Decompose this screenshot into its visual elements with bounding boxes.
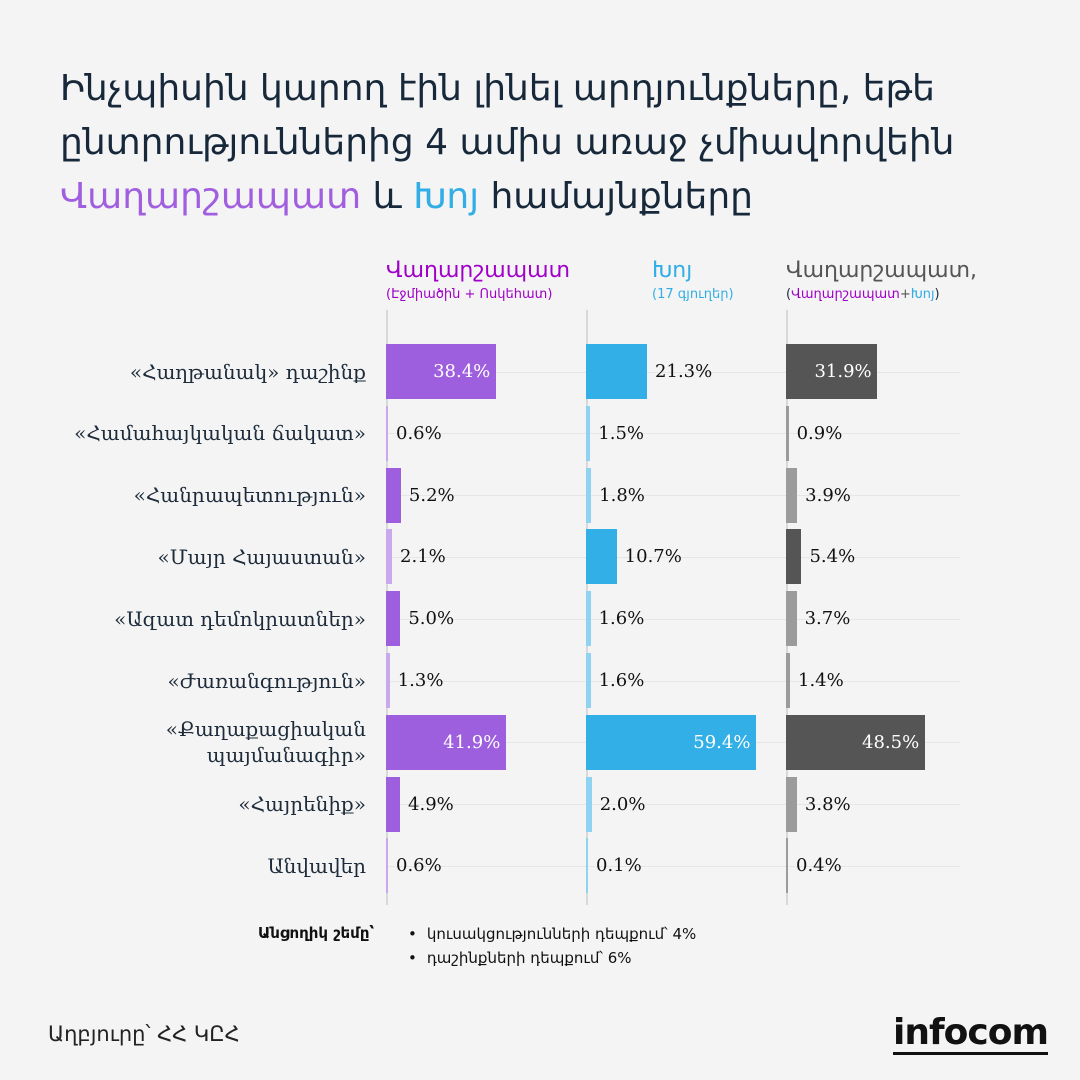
bar — [786, 344, 878, 399]
column-header-khoy: Խոյ (17 գյուղեր) — [652, 258, 734, 302]
row-gridline — [386, 804, 960, 806]
bar — [786, 653, 790, 708]
title-line-1: Ինչպիսին կարող էին լինել արդյունքները, ե… — [60, 68, 935, 109]
bar-value-label: 41.9% — [443, 731, 501, 753]
bar-value-label: 48.5% — [862, 731, 920, 753]
bar — [386, 653, 390, 708]
bar-value-label: 5.0% — [408, 608, 455, 630]
column-title-vagharshapat: Վաղարշապատ — [386, 258, 571, 283]
bar-value-label: 31.9% — [814, 361, 872, 382]
column-subtitle-combined-a: Վաղարշապատ — [791, 287, 900, 302]
threshold-item-alliances: դաշինքների դեպքում՝ 6% — [408, 946, 696, 970]
row-gridline — [386, 371, 960, 373]
category-label: «Մայր Հայաստան» — [157, 544, 367, 569]
bar — [786, 714, 926, 770]
bar-value-label: 10.7% — [624, 546, 682, 568]
category-label: «Հաղթանակ» դաշինք — [129, 359, 366, 384]
threshold-label: Անցողիկ շեմը՝ — [258, 924, 375, 942]
category-label: «Քաղաքացիական պայմանագիր» — [165, 717, 366, 768]
bar — [386, 591, 401, 647]
bar — [786, 405, 789, 461]
bar — [586, 344, 648, 399]
bar — [586, 467, 592, 523]
title-line-3: Վաղարշապատ և Խոյ համայնքները — [60, 170, 1040, 224]
bar — [386, 838, 388, 894]
bar-value-label: 38.4% — [433, 361, 491, 382]
threshold-item-parties: կուսակցությունների դեպքում՝ 4% — [408, 922, 696, 946]
column-subtitle-combined-plus: + — [899, 287, 911, 302]
title-and: և — [361, 176, 414, 217]
column-subtitle-khoy: (17 գյուղեր) — [652, 287, 734, 302]
column-title-combined: Վաղարշապատ, — [786, 258, 978, 283]
title-line-2: ընտրություններից 4 ամիս առաջ չմիավորվեին — [60, 122, 955, 163]
bar-value-label: 21.3% — [655, 361, 713, 382]
bar — [586, 529, 617, 585]
infocom-logo: infocom — [893, 1012, 1049, 1055]
bar — [786, 529, 802, 585]
bar — [786, 838, 788, 894]
column-subtitle-combined-b: Խոյ — [910, 287, 935, 302]
category-label: «Ազատ դեմոկրատներ» — [114, 606, 366, 631]
bar-value-label: 0.4% — [796, 855, 842, 877]
bar — [386, 776, 401, 832]
bar — [786, 591, 797, 647]
title-vagharshapat: Վաղարշապատ — [60, 176, 362, 217]
row-gridline — [386, 556, 960, 558]
chart-title: Ինչպիսին կարող էին լինել արդյունքները, ե… — [60, 62, 1040, 224]
bar-value-label: 2.1% — [400, 546, 446, 568]
row-gridline — [386, 618, 960, 620]
bar — [586, 838, 588, 894]
bar-value-label: 1.6% — [598, 608, 645, 630]
bar-value-label: 1.4% — [798, 670, 844, 691]
bar — [786, 467, 798, 523]
category-label: «Ժառանգություն» — [167, 668, 366, 693]
category-label: «Համահայկական ճակատ» — [74, 421, 366, 446]
bar-value-label: 59.4% — [693, 731, 751, 753]
bar-value-label: 1.8% — [599, 484, 645, 506]
row-gridline — [386, 680, 960, 682]
bar-value-label: 3.8% — [804, 793, 851, 815]
bar — [786, 776, 797, 832]
bar-value-label: 0.1% — [596, 855, 642, 877]
row-gridline — [386, 495, 960, 497]
bar — [586, 405, 591, 461]
bar-value-label: 5.4% — [809, 546, 856, 568]
bar — [586, 591, 591, 647]
row-gridline — [386, 865, 960, 867]
title-end: համայնքները — [479, 176, 753, 217]
bar — [586, 714, 757, 770]
bar — [386, 344, 497, 399]
bar-value-label: 4.9% — [408, 793, 454, 815]
bar — [586, 653, 591, 708]
bar — [386, 529, 393, 585]
bar-value-label: 1.3% — [397, 670, 444, 691]
bar-value-label: 1.6% — [598, 670, 645, 691]
source-text: Աղբյուրը՝ ՀՀ ԿԸՀ — [48, 1022, 240, 1046]
bar-value-label: 0.6% — [396, 422, 442, 444]
column-subtitle-vagharshapat: (Էջմիածին + Ոսկեհատ) — [386, 287, 553, 302]
bar-value-label: 2.0% — [599, 793, 646, 815]
bar — [386, 714, 507, 770]
bar-value-label: 1.5% — [598, 422, 645, 444]
threshold-list: կուսակցությունների դեպքում՝ 4% դաշինքներ… — [408, 922, 696, 970]
column-header-vagharshapat: Վաղարշապատ (Էջմիածին + Ոսկեհատ) — [386, 258, 570, 302]
bar — [386, 405, 388, 461]
bar-value-label: 0.9% — [796, 422, 843, 444]
category-label: «Հայրենիք» — [238, 792, 366, 817]
bar-value-label: 0.6% — [396, 855, 442, 877]
bar-value-label: 5.2% — [408, 484, 455, 506]
bar — [586, 776, 592, 832]
logo-underline — [893, 1052, 1048, 1055]
bar-value-label: 3.7% — [804, 608, 851, 630]
row-gridline — [386, 433, 960, 435]
logo-text: infocom — [893, 1012, 1049, 1053]
column-header-combined: Վաղարշապատ, (Վաղարշապատ+Խոյ) — [786, 258, 977, 302]
column-title-khoy: Խոյ — [652, 258, 693, 283]
column-subtitle-combined: (Վաղարշապատ+Խոյ) — [786, 287, 940, 302]
category-label: «Հանրապետություն» — [133, 483, 366, 508]
bar-value-label: 3.9% — [805, 484, 851, 506]
category-label: Անվավեր — [267, 853, 366, 878]
bar — [386, 467, 401, 523]
title-khoy: Խոյ — [413, 176, 480, 217]
